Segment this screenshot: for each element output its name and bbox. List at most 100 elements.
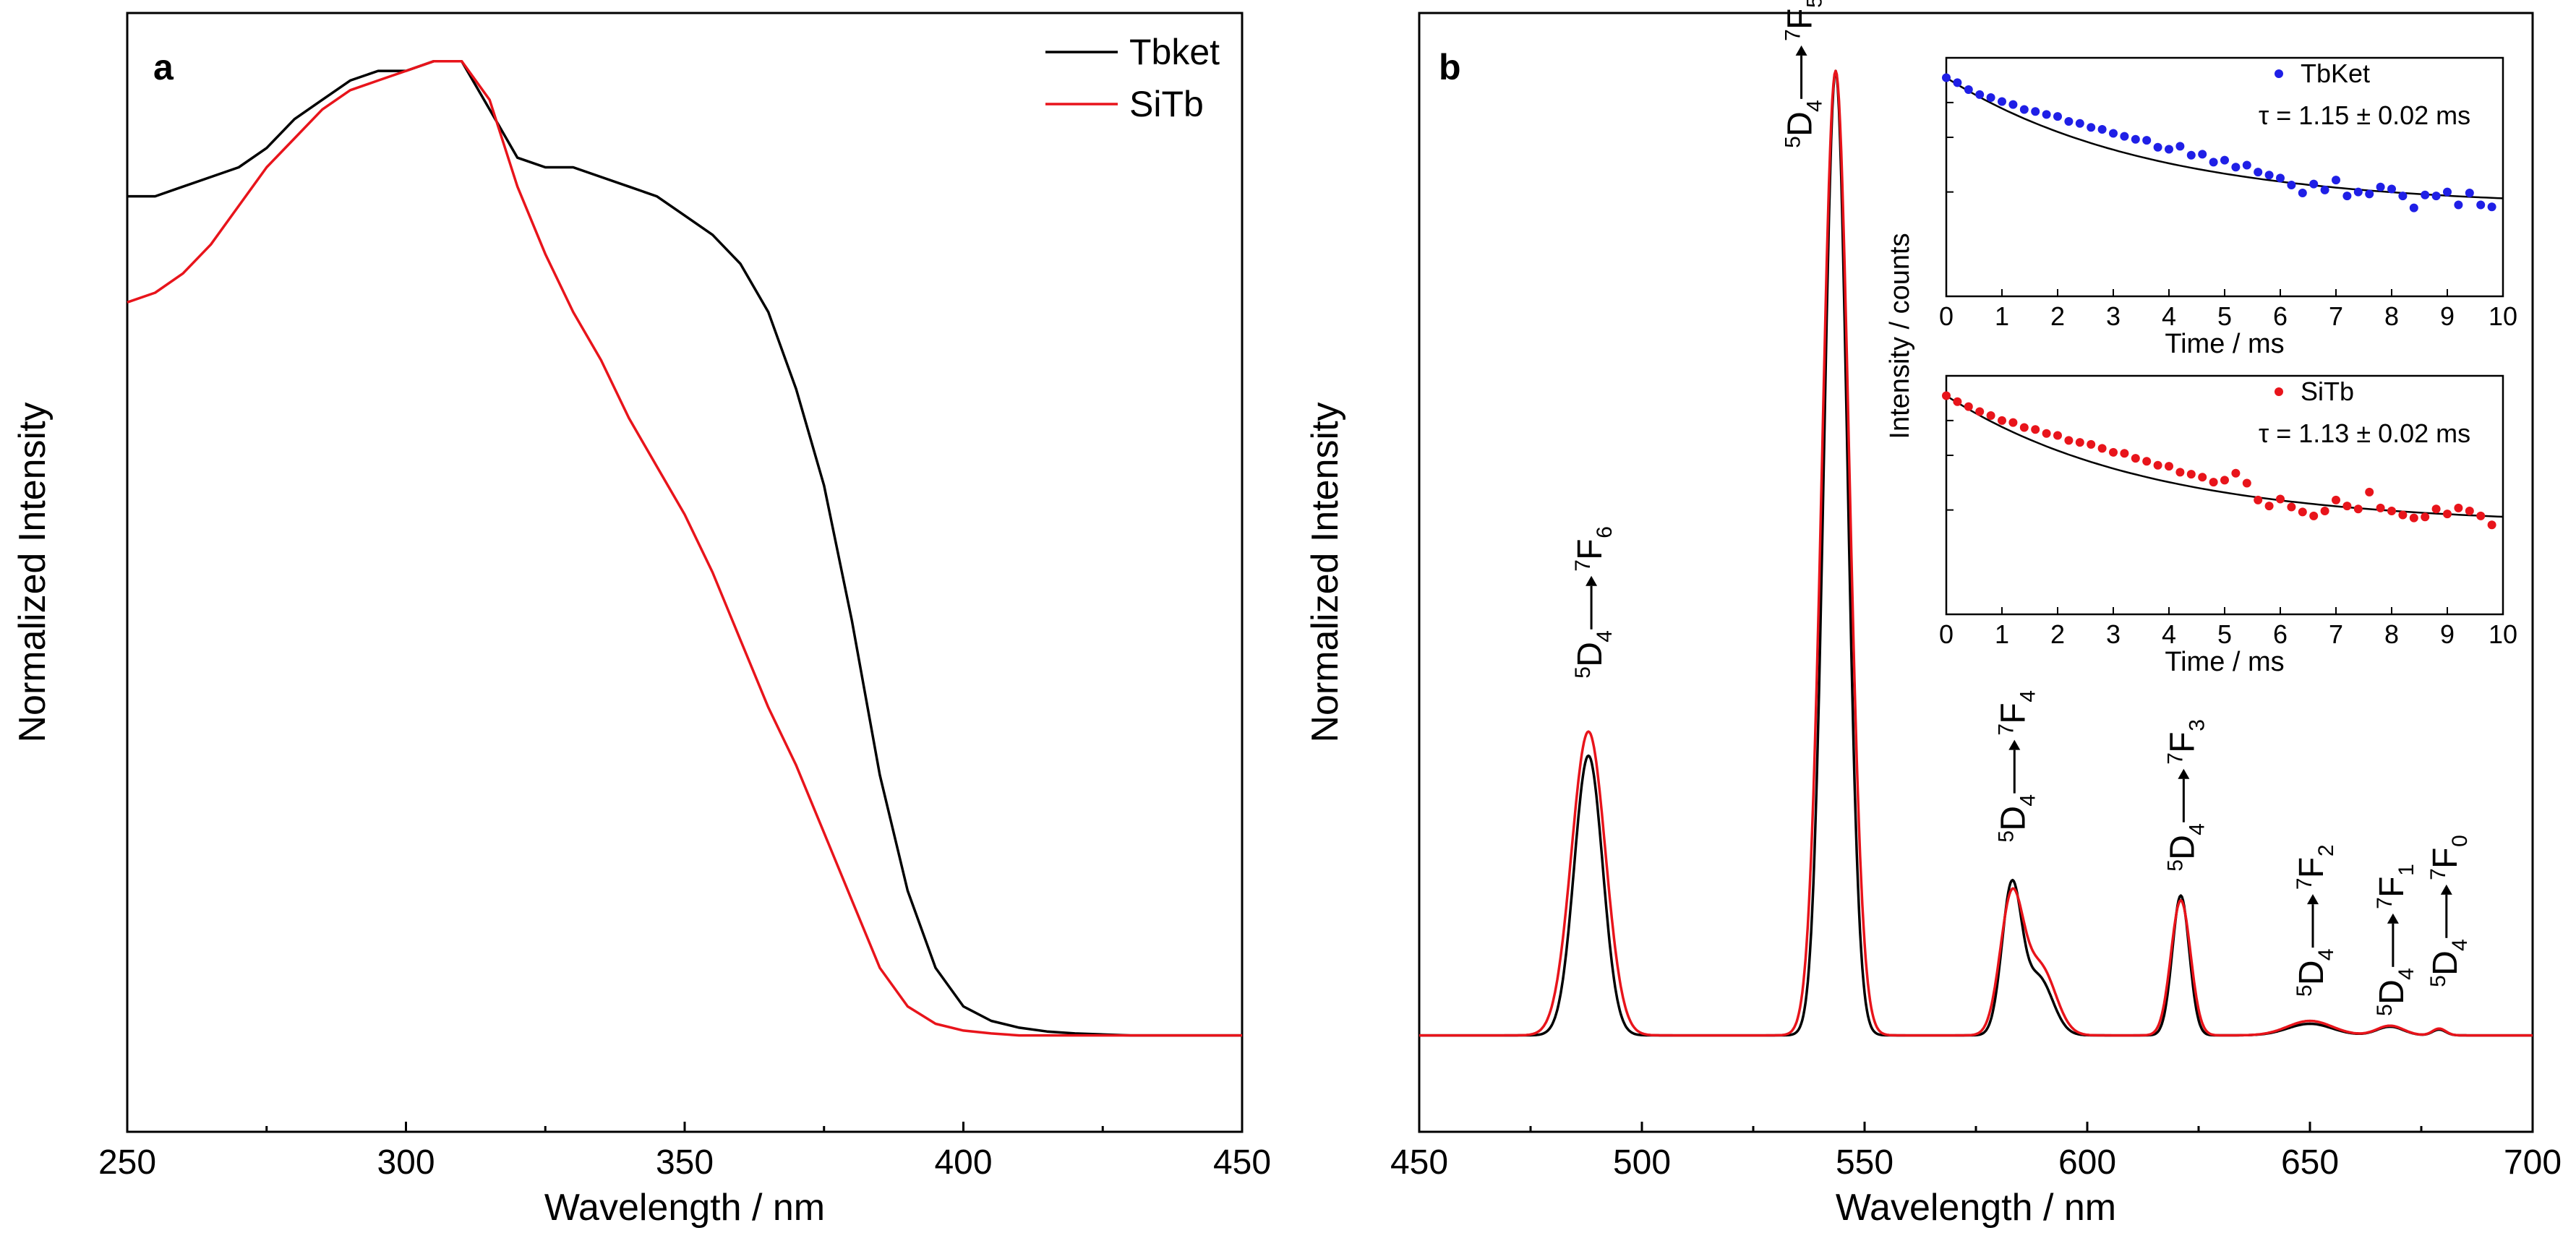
inset-data-point [2053, 112, 2062, 121]
inset-data-point [2220, 476, 2229, 485]
inset-data-point [2376, 182, 2385, 192]
inset-x-tick-label: 8 [2384, 301, 2399, 331]
inset-tau-label: τ = 1.13 ± 0.02 ms [2259, 418, 2470, 448]
inset-data-point [2209, 158, 2218, 167]
x-tick-label: 450 [1213, 1143, 1271, 1182]
inset-data-point [2332, 176, 2340, 185]
transition-subscript: 3 [2185, 719, 2209, 731]
inset-data-point [2409, 203, 2418, 212]
inset-data-point [2409, 513, 2418, 523]
transition-subscript: 6 [1593, 526, 1617, 538]
inset-data-point [2198, 150, 2207, 159]
inset-y-axis-label: Intensity / counts [1885, 233, 1915, 439]
transition-term: D [2163, 835, 2201, 860]
panel-label: b [1439, 47, 1461, 87]
inset-x-tick-label: 6 [2273, 619, 2288, 649]
inset-data-point [2064, 117, 2074, 126]
inset-data-point [1986, 93, 1995, 102]
inset-data-point [2264, 502, 2274, 511]
inset-x-tick-label: 3 [2106, 301, 2121, 331]
y-axis-label: Normalized Intensity [1304, 402, 1346, 742]
transition-superscript: 5 [1994, 830, 2018, 843]
inset-data-point [1975, 90, 1985, 99]
transition-term: F [1994, 703, 2032, 723]
inset-x-tick-label: 3 [2106, 619, 2121, 649]
legend-label: Tbket [1129, 32, 1220, 72]
transition-arrow-head [1795, 45, 1807, 56]
transition-term: D [2373, 979, 2411, 1005]
inset-data-point [2443, 510, 2452, 519]
inset-data-point [2421, 512, 2430, 522]
inset-x-tick-label: 7 [2329, 619, 2343, 649]
inset-data-point [2298, 189, 2307, 197]
inset-x-tick-label: 2 [2050, 619, 2065, 649]
inset-data-point [2019, 105, 2029, 114]
inset-data-point [2242, 160, 2251, 170]
inset-data-point [2431, 504, 2441, 514]
inset-data-point [1998, 416, 2006, 425]
transition-superscript: 7 [1571, 559, 1595, 572]
inset-tau-label: τ = 1.15 ± 0.02 ms [2259, 100, 2470, 130]
legend-label: SiTb [1129, 84, 1204, 124]
inset-data-point [2398, 192, 2408, 201]
inset-data-point [2264, 171, 2274, 180]
inset-data-point [2353, 187, 2363, 197]
inset-data-point [2064, 436, 2074, 445]
y-axis-label: Normalized Intensity [12, 402, 54, 742]
x-tick-label: 400 [934, 1143, 992, 1182]
inset-data-point [2376, 503, 2385, 512]
inset-data-point [2365, 487, 2374, 497]
inset-data-point [2398, 510, 2408, 520]
transition-arrow-head [1586, 575, 1598, 586]
inset-data-point [2186, 150, 2196, 160]
inset-data-point [2487, 520, 2496, 530]
inset-data-point [2109, 447, 2118, 457]
inset-data-point [2353, 504, 2363, 514]
transition-superscript: 5 [1781, 136, 1805, 148]
inset-data-point [2387, 184, 2396, 194]
inset-data-point [2465, 507, 2474, 515]
inset-data-point [2276, 173, 2285, 183]
transition-arrow-head [2307, 894, 2319, 905]
inset-fit-curve [1946, 395, 2504, 518]
inset-x-tick-label: 4 [2162, 619, 2176, 649]
inset-data-point [2198, 473, 2207, 482]
panel-a: 250 300 350 400 450 Wavelength / nm Normalized… [12, 12, 1271, 1229]
transition-superscript: 5 [2426, 975, 2450, 987]
inset-legend-marker [2275, 69, 2283, 78]
transition-subscript: 4 [2395, 968, 2418, 980]
inset-x-tick-label: 1 [1995, 619, 2009, 649]
x-tick-label: 700 [2504, 1143, 2562, 1182]
series-line-sitb [127, 59, 1242, 1037]
inset-data-point [2342, 502, 2352, 511]
inset-x-tick-label: 9 [2440, 301, 2455, 331]
transition-arrow-head [2387, 913, 2399, 924]
inset-data-point [2254, 495, 2263, 504]
inset-data-point [2165, 462, 2173, 471]
inset-data-point [2120, 132, 2129, 141]
transition-subscript: 4 [2314, 948, 2338, 961]
inset-data-point [2287, 181, 2296, 189]
x-tick-label: 300 [377, 1143, 435, 1182]
transition-term: D [2293, 961, 2331, 986]
inset-data-point [2053, 431, 2062, 440]
inset-data-point [1942, 391, 1951, 400]
inset-data-point [2476, 511, 2486, 520]
inset-x-tick-label: 10 [2489, 301, 2517, 331]
x-axis-label: Wavelength / nm [544, 1187, 825, 1229]
inset-data-point [2476, 200, 2486, 210]
plot-frame [126, 12, 1244, 1133]
x-tick-label: 250 [98, 1143, 156, 1182]
inset-x-axis-label: Time / ms [2165, 329, 2284, 359]
inset-data-point [2332, 495, 2340, 504]
transition-superscript: 5 [1571, 666, 1595, 679]
transition-superscript: 5 [2293, 984, 2316, 997]
inset-data-point [1942, 73, 1951, 82]
inset-legend-label: SiTb [2301, 377, 2354, 406]
transition-term: D [1994, 806, 2032, 831]
transition-subscript: 1 [2395, 864, 2418, 876]
transition-subscript: 2 [2314, 844, 2338, 856]
